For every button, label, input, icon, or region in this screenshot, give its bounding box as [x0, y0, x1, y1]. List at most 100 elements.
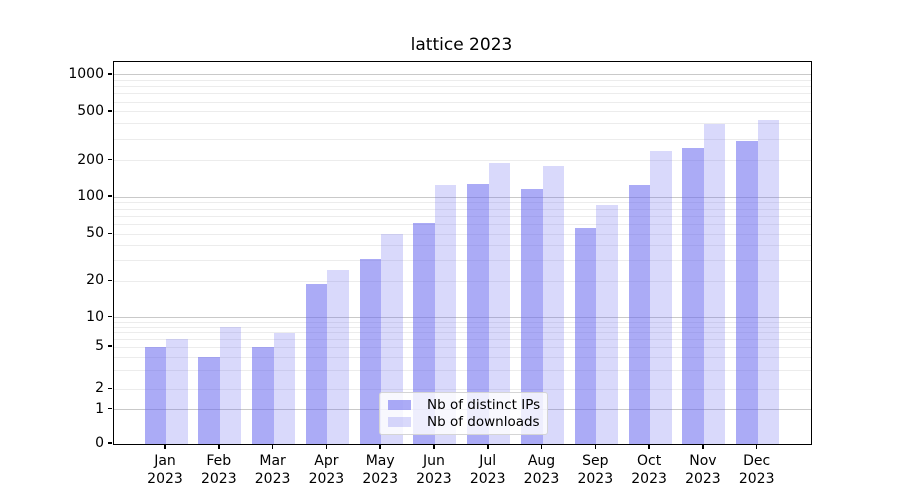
bar-downloads-may — [381, 234, 403, 444]
x-tick-label-feb: Feb 2023 — [191, 452, 247, 488]
gridline-minor-50 — [114, 233, 811, 235]
gridline-minor-800 — [114, 86, 811, 88]
x-tick-label-month: May — [365, 453, 395, 469]
gridline-minor-900 — [114, 79, 811, 81]
x-tick-label-year: 2023 — [416, 471, 452, 487]
x-tick-mark-nov — [702, 445, 704, 450]
bar-distinct-ips-dec — [736, 140, 758, 444]
y-tick-label-50: 50 — [86, 225, 104, 242]
gridline-major-100 — [114, 196, 811, 198]
y-tick-mark-20 — [108, 279, 112, 282]
x-tick-mark-dec — [755, 445, 758, 450]
legend: Nb of distinct IPs Nb of downloads — [379, 392, 548, 435]
gridline-minor-600 — [114, 101, 811, 103]
bar-downloads-sep — [596, 205, 618, 444]
x-tick-label-year: 2023 — [254, 471, 291, 487]
gridline-minor-700 — [114, 93, 811, 95]
y-tick-mark-200 — [108, 158, 112, 161]
legend-swatch-distinct-ips-icon — [388, 400, 411, 411]
gridline-minor-400 — [114, 123, 811, 125]
bar-distinct-ips-may — [359, 258, 382, 444]
x-tick-label-sep: Sep 2023 — [567, 452, 623, 488]
x-tick-mark-aug — [540, 445, 543, 450]
gridline-minor-6 — [114, 338, 811, 340]
x-tick-label-month: Aug — [527, 453, 556, 469]
x-tick-mark-jun — [433, 445, 435, 450]
legend-row-distinct-ips: Nb of distinct IPs — [388, 397, 541, 414]
legend-label-downloads: Nb of downloads — [427, 413, 540, 430]
x-tick-label-jul: Jul 2023 — [460, 452, 516, 488]
x-tick-label-jan: Jan 2023 — [137, 452, 193, 488]
bar-distinct-ips-jun — [413, 222, 435, 444]
x-tick-label-month: Dec — [743, 453, 771, 469]
bar-distinct-ips-sep — [574, 228, 597, 444]
y-tick-mark-100 — [108, 195, 112, 197]
y-tick-label-1: 1 — [95, 400, 104, 417]
y-tick-label-200: 200 — [77, 151, 104, 168]
y-tick-mark-50 — [108, 232, 112, 235]
bar-downloads-nov — [703, 124, 726, 444]
y-tick-label-2: 2 — [95, 380, 104, 397]
x-tick-label-apr: Apr 2023 — [298, 452, 354, 488]
x-tick-label-nov: Nov 2023 — [675, 452, 731, 488]
bar-distinct-ips-jan — [144, 347, 166, 444]
gridline-minor-7 — [114, 332, 811, 334]
x-tick-label-month: Sep — [582, 453, 609, 469]
bar-distinct-ips-mar — [252, 347, 274, 444]
gridline-minor-20 — [114, 280, 811, 282]
x-tick-label-month: Apr — [314, 453, 339, 469]
bar-distinct-ips-feb — [198, 357, 220, 444]
bar-distinct-ips-apr — [305, 284, 328, 444]
bar-downloads-oct — [650, 151, 672, 444]
x-tick-label-aug: Aug 2023 — [514, 452, 570, 488]
y-tick-label-0: 0 — [95, 435, 104, 451]
x-tick-label-month: Jan — [154, 453, 176, 469]
x-tick-label-dec: Dec 2023 — [729, 452, 785, 488]
gridline-minor-90 — [114, 202, 811, 204]
y-tick-label-500: 500 — [77, 102, 104, 119]
gridline-minor-200 — [114, 160, 811, 162]
gridline-minor-40 — [114, 245, 811, 247]
gridline-minor-30 — [114, 260, 811, 261]
plot-area: Nb of distinct IPs Nb of downloads — [113, 61, 812, 445]
legend-label-distinct-ips: Nb of distinct IPs — [427, 397, 541, 414]
y-tick-mark-5 — [108, 345, 112, 347]
y-tick-mark-10 — [108, 315, 112, 318]
gridline-minor-70 — [114, 215, 811, 217]
bar-distinct-ips-jul — [467, 184, 489, 444]
gridline-minor-9 — [114, 321, 811, 323]
x-tick-label-month: Jul — [479, 453, 497, 469]
gridline-minor-8 — [114, 326, 811, 328]
bar-downloads-jan — [166, 339, 188, 444]
x-tick-label-mar: Mar 2023 — [245, 452, 301, 488]
bar-distinct-ips-nov — [682, 148, 704, 444]
bar-downloads-mar — [273, 332, 296, 444]
x-tick-label-month: Oct — [636, 453, 662, 469]
gridline-minor-80 — [114, 208, 811, 210]
x-tick-label-year: 2023 — [738, 471, 775, 487]
x-tick-mark-jul — [487, 445, 489, 450]
x-tick-label-year: 2023 — [362, 471, 398, 487]
x-tick-mark-apr — [325, 445, 328, 450]
bar-downloads-jul — [488, 163, 511, 444]
x-tick-label-month: Nov — [689, 453, 717, 469]
y-tick-mark-1000 — [108, 73, 112, 75]
bar-distinct-ips-aug — [521, 188, 543, 444]
x-tick-label-year: 2023 — [685, 471, 721, 487]
bar-downloads-dec — [757, 119, 780, 444]
y-tick-mark-0 — [108, 442, 112, 444]
y-tick-label-10: 10 — [86, 308, 104, 325]
x-tick-mark-feb — [218, 445, 220, 450]
x-tick-mark-may — [379, 445, 381, 450]
y-tick-label-100: 100 — [77, 188, 104, 204]
x-tick-mark-jan — [164, 445, 166, 450]
bar-downloads-aug — [542, 166, 564, 444]
x-tick-label-year: 2023 — [147, 471, 183, 487]
x-tick-label-year: 2023 — [308, 471, 345, 487]
gridline-minor-2 — [114, 388, 811, 390]
x-tick-label-year: 2023 — [523, 471, 560, 487]
x-tick-label-year: 2023 — [200, 471, 237, 487]
x-tick-mark-sep — [594, 445, 597, 450]
x-tick-label-oct: Oct 2023 — [621, 452, 677, 488]
